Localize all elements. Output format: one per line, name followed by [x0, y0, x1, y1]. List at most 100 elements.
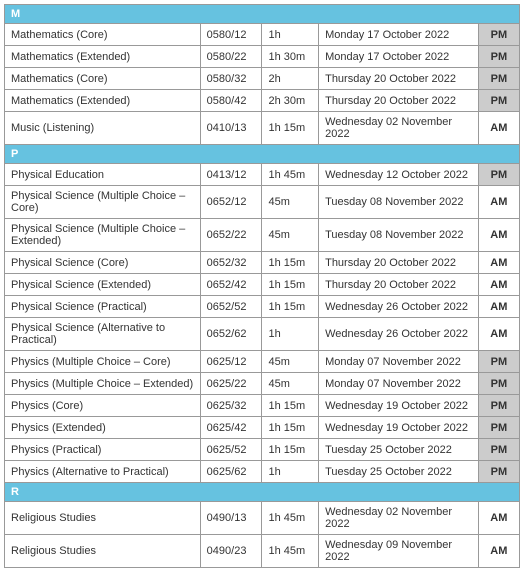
cell-duration: 1h 15m	[262, 274, 319, 296]
cell-date: Wednesday 02 November 2022	[319, 112, 479, 145]
cell-date: Wednesday 02 November 2022	[319, 502, 479, 535]
cell-code: 0580/42	[200, 90, 262, 112]
cell-subject: Physical Science (Practical)	[5, 296, 201, 318]
cell-code: 0580/22	[200, 46, 262, 68]
cell-code: 0652/52	[200, 296, 262, 318]
cell-session: PM	[478, 68, 519, 90]
table-row: Physics (Core)0625/321h 15mWednesday 19 …	[5, 395, 520, 417]
cell-code: 0410/13	[200, 112, 262, 145]
cell-duration: 2h	[262, 68, 319, 90]
cell-subject: Music (Listening)	[5, 112, 201, 145]
cell-code: 0625/32	[200, 395, 262, 417]
cell-subject: Mathematics (Extended)	[5, 90, 201, 112]
cell-subject: Physical Science (Extended)	[5, 274, 201, 296]
cell-subject: Religious Studies	[5, 502, 201, 535]
cell-duration: 1h 15m	[262, 395, 319, 417]
cell-session: PM	[478, 395, 519, 417]
table-row: Physical Education0413/121h 45mWednesday…	[5, 164, 520, 186]
table-row: Mathematics (Core)0580/322hThursday 20 O…	[5, 68, 520, 90]
cell-session: AM	[478, 219, 519, 252]
cell-session: AM	[478, 186, 519, 219]
cell-duration: 2h 30m	[262, 90, 319, 112]
cell-subject: Physics (Extended)	[5, 417, 201, 439]
cell-date: Wednesday 19 October 2022	[319, 395, 479, 417]
cell-session: PM	[478, 90, 519, 112]
cell-session: AM	[478, 502, 519, 535]
cell-code: 0625/12	[200, 351, 262, 373]
cell-session: PM	[478, 439, 519, 461]
cell-duration: 1h 15m	[262, 417, 319, 439]
cell-date: Monday 07 November 2022	[319, 373, 479, 395]
cell-duration: 45m	[262, 219, 319, 252]
cell-duration: 1h 45m	[262, 164, 319, 186]
cell-code: 0625/62	[200, 461, 262, 483]
cell-duration: 1h	[262, 461, 319, 483]
table-row: Physical Science (Extended)0652/421h 15m…	[5, 274, 520, 296]
cell-subject: Physical Science (Multiple Choice – Exte…	[5, 219, 201, 252]
cell-code: 0580/12	[200, 24, 262, 46]
table-row: Physics (Multiple Choice – Extended)0625…	[5, 373, 520, 395]
cell-subject: Mathematics (Core)	[5, 24, 201, 46]
cell-session: PM	[478, 373, 519, 395]
cell-subject: Physical Science (Multiple Choice – Core…	[5, 186, 201, 219]
cell-code: 0625/22	[200, 373, 262, 395]
cell-date: Wednesday 19 October 2022	[319, 417, 479, 439]
cell-code: 0580/32	[200, 68, 262, 90]
table-row: Physical Science (Alternative to Practic…	[5, 318, 520, 351]
cell-date: Wednesday 12 October 2022	[319, 164, 479, 186]
cell-subject: Physical Education	[5, 164, 201, 186]
cell-duration: 45m	[262, 373, 319, 395]
cell-date: Wednesday 26 October 2022	[319, 318, 479, 351]
cell-code: 0652/22	[200, 219, 262, 252]
cell-subject: Physical Science (Alternative to Practic…	[5, 318, 201, 351]
cell-duration: 1h	[262, 318, 319, 351]
cell-date: Thursday 20 October 2022	[319, 90, 479, 112]
cell-duration: 1h 15m	[262, 252, 319, 274]
cell-code: 0625/42	[200, 417, 262, 439]
section-letter: R	[5, 483, 520, 502]
section-header: M	[5, 5, 520, 24]
cell-date: Wednesday 09 November 2022	[319, 535, 479, 568]
cell-subject: Religious Studies	[5, 535, 201, 568]
table-row: Physical Science (Practical)0652/521h 15…	[5, 296, 520, 318]
cell-subject: Physical Science (Core)	[5, 252, 201, 274]
cell-date: Tuesday 08 November 2022	[319, 186, 479, 219]
table-row: Religious Studies0490/131h 45mWednesday …	[5, 502, 520, 535]
cell-session: AM	[478, 535, 519, 568]
cell-date: Tuesday 25 October 2022	[319, 461, 479, 483]
table-row: Physics (Multiple Choice – Core)0625/124…	[5, 351, 520, 373]
cell-subject: Physics (Alternative to Practical)	[5, 461, 201, 483]
table-row: Physical Science (Core)0652/321h 15mThur…	[5, 252, 520, 274]
cell-duration: 1h 15m	[262, 296, 319, 318]
cell-date: Monday 17 October 2022	[319, 46, 479, 68]
section-header: R	[5, 483, 520, 502]
cell-session: PM	[478, 417, 519, 439]
cell-date: Monday 07 November 2022	[319, 351, 479, 373]
table-row: Mathematics (Extended)0580/221h 30mMonda…	[5, 46, 520, 68]
cell-subject: Physics (Multiple Choice – Extended)	[5, 373, 201, 395]
table-row: Mathematics (Core)0580/121hMonday 17 Oct…	[5, 24, 520, 46]
table-row: Physics (Extended)0625/421h 15mWednesday…	[5, 417, 520, 439]
cell-duration: 45m	[262, 351, 319, 373]
cell-session: AM	[478, 318, 519, 351]
cell-duration: 1h 45m	[262, 535, 319, 568]
table-row: Physics (Alternative to Practical)0625/6…	[5, 461, 520, 483]
cell-date: Wednesday 26 October 2022	[319, 296, 479, 318]
table-row: Physics (Practical)0625/521h 15mTuesday …	[5, 439, 520, 461]
cell-session: AM	[478, 252, 519, 274]
table-row: Mathematics (Extended)0580/422h 30mThurs…	[5, 90, 520, 112]
cell-code: 0625/52	[200, 439, 262, 461]
cell-code: 0490/23	[200, 535, 262, 568]
table-row: Music (Listening)0410/131h 15mWednesday …	[5, 112, 520, 145]
cell-subject: Physics (Practical)	[5, 439, 201, 461]
cell-date: Thursday 20 October 2022	[319, 68, 479, 90]
cell-session: PM	[478, 351, 519, 373]
cell-duration: 1h	[262, 24, 319, 46]
section-letter: P	[5, 145, 520, 164]
cell-session: PM	[478, 164, 519, 186]
cell-session: PM	[478, 461, 519, 483]
cell-session: PM	[478, 46, 519, 68]
section-header: P	[5, 145, 520, 164]
cell-code: 0652/62	[200, 318, 262, 351]
cell-subject: Physics (Core)	[5, 395, 201, 417]
